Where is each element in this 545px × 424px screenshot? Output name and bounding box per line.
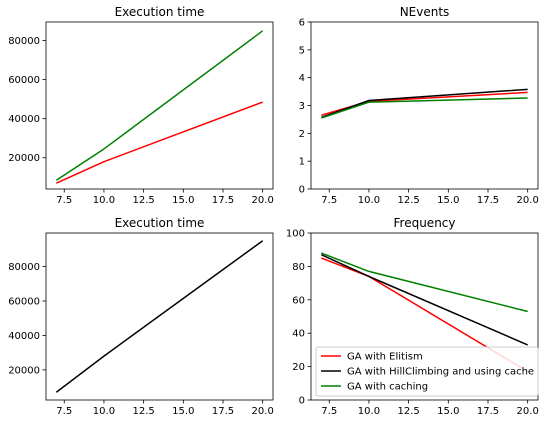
x-tick-label: 12.5 bbox=[132, 406, 154, 417]
legend-label-elitism: GA with Elitism bbox=[347, 352, 423, 363]
x-tick-label: 17.5 bbox=[477, 195, 499, 206]
y-tick-label: 40000 bbox=[8, 331, 40, 342]
x-tick-label: 20.0 bbox=[517, 406, 539, 417]
x-tick-label: 20.0 bbox=[252, 406, 274, 417]
y-tick-label: 60000 bbox=[8, 297, 40, 308]
subplot-frequency: Frequency 7.5 10.0 12.5 15.0 17.5 20.0 0 20 40 60… bbox=[286, 216, 539, 417]
axes-frame bbox=[45, 232, 274, 401]
x-tick-label: 7.5 bbox=[321, 195, 337, 206]
x-tick-label: 7.5 bbox=[56, 195, 72, 206]
y-tick-label: 20000 bbox=[8, 365, 40, 376]
subplot-title: NEvents bbox=[400, 5, 450, 19]
x-tick-label: 20.0 bbox=[252, 195, 274, 206]
series-line-ga-with-hillclimbing-and-using-cache bbox=[321, 254, 528, 346]
y-tick-label: 0 bbox=[299, 185, 305, 196]
x-tick-label: 10.0 bbox=[358, 195, 380, 206]
y-tick-label: 60 bbox=[292, 295, 305, 306]
x-tick-label: 17.5 bbox=[212, 195, 234, 206]
series-line-ga-with-elitism bbox=[56, 101, 263, 184]
y-tick-label: 20000 bbox=[8, 153, 40, 164]
y-tick-label: 100 bbox=[286, 229, 305, 240]
axes-frame bbox=[45, 21, 274, 190]
series-line-ga-with-elitism bbox=[321, 91, 528, 116]
subplot-nevents: NEvents 7.5 10.0 12.5 15.0 17.5 20.0 0 1 2 3 4 5 6 bbox=[299, 5, 539, 206]
subplot-title: Execution time bbox=[115, 5, 205, 19]
y-tick-label: 80000 bbox=[8, 36, 40, 47]
y-tick-label: 60000 bbox=[8, 75, 40, 86]
y-tick-label: 6 bbox=[299, 18, 305, 29]
x-tick-label: 12.5 bbox=[397, 195, 419, 206]
subplot-title: Frequency bbox=[394, 216, 456, 230]
subplot-title: Execution time bbox=[115, 216, 205, 230]
legend-frame bbox=[315, 346, 539, 397]
x-tick-label: 10.0 bbox=[93, 406, 115, 417]
x-tick-label: 15.0 bbox=[437, 195, 459, 206]
y-tick-label: 20 bbox=[292, 362, 305, 373]
series-line-ga-with-caching bbox=[321, 97, 528, 119]
legend: GA with Elitism GA with HillClimbing and… bbox=[315, 346, 539, 397]
y-tick-label: 80 bbox=[292, 262, 305, 273]
subplot-execution-time-top: Execution time 7.5 10.0 12.5 15.0 17.5 20.0 20… bbox=[8, 5, 274, 206]
y-tick-label: 40 bbox=[292, 329, 305, 340]
y-tick-label: 2 bbox=[299, 129, 305, 140]
x-tick-label: 17.5 bbox=[477, 406, 499, 417]
x-tick-label: 7.5 bbox=[321, 406, 337, 417]
y-tick-label: 3 bbox=[299, 101, 305, 112]
series-line-ga-with-caching bbox=[55, 30, 264, 181]
series-line-ga-with-caching bbox=[321, 252, 528, 313]
x-tick-label: 15.0 bbox=[437, 406, 459, 417]
x-tick-label: 10.0 bbox=[93, 195, 115, 206]
legend-label-hillclimbing: GA with HillClimbing and using cache bbox=[347, 367, 534, 378]
x-tick-label: 12.5 bbox=[132, 195, 154, 206]
x-tick-label: 15.0 bbox=[172, 406, 194, 417]
y-tick-label: 4 bbox=[299, 73, 305, 84]
y-tick-label: 1 bbox=[299, 157, 305, 168]
subplot-execution-time-bottom: Execution time 7.5 10.0 12.5 15.0 17.5 20.0 20… bbox=[8, 216, 274, 417]
x-tick-label: 7.5 bbox=[56, 406, 72, 417]
axes-frame bbox=[310, 21, 539, 190]
axes-frame bbox=[310, 232, 539, 401]
x-tick-label: 15.0 bbox=[172, 195, 194, 206]
x-tick-label: 17.5 bbox=[212, 406, 234, 417]
y-tick-label: 40000 bbox=[8, 114, 40, 125]
y-tick-label: 0 bbox=[299, 396, 305, 407]
y-tick-label: 5 bbox=[299, 45, 305, 56]
x-tick-label: 20.0 bbox=[517, 195, 539, 206]
legend-label-caching: GA with caching bbox=[347, 382, 428, 393]
series-line-ga-with-hillclimbing-and-using-cache bbox=[55, 240, 264, 393]
x-tick-label: 10.0 bbox=[358, 406, 380, 417]
series-line-ga-with-hillclimbing-and-using-cache bbox=[321, 88, 528, 119]
x-tick-label: 12.5 bbox=[397, 406, 419, 417]
y-tick-label: 80000 bbox=[8, 262, 40, 273]
